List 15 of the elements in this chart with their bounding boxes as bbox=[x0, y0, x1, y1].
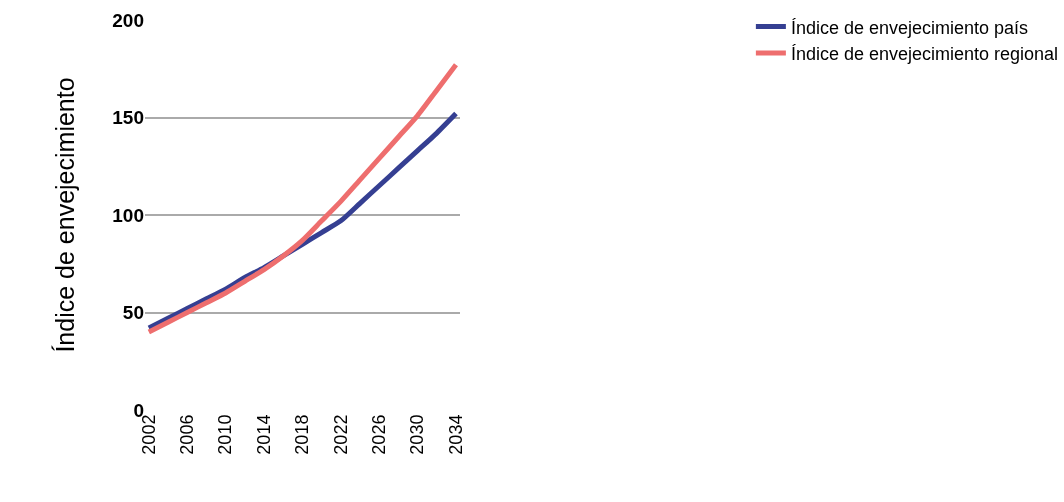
legend-label: Índice de envejecimiento país bbox=[790, 17, 1029, 38]
x-tick-label: 2026 bbox=[369, 414, 390, 455]
x-tick-label: 2010 bbox=[215, 414, 236, 455]
x-tick-label: 2018 bbox=[292, 414, 313, 455]
y-tick-label: 200 bbox=[112, 9, 144, 31]
x-tick-label: 2014 bbox=[253, 414, 274, 455]
x-tick-label: 2022 bbox=[330, 414, 351, 455]
x-tick-label: 2034 bbox=[445, 414, 466, 455]
x-tick-label: 2006 bbox=[177, 414, 198, 455]
y-tick-label: 100 bbox=[112, 204, 144, 226]
legend-label: Índice de envejecimiento regional bbox=[790, 43, 1059, 64]
y-tick-label: 50 bbox=[122, 302, 144, 324]
y-axis-title: Índice de envejecimiento bbox=[51, 77, 80, 353]
x-tick-label: 2030 bbox=[407, 414, 428, 455]
y-tick-label: 150 bbox=[112, 107, 144, 129]
